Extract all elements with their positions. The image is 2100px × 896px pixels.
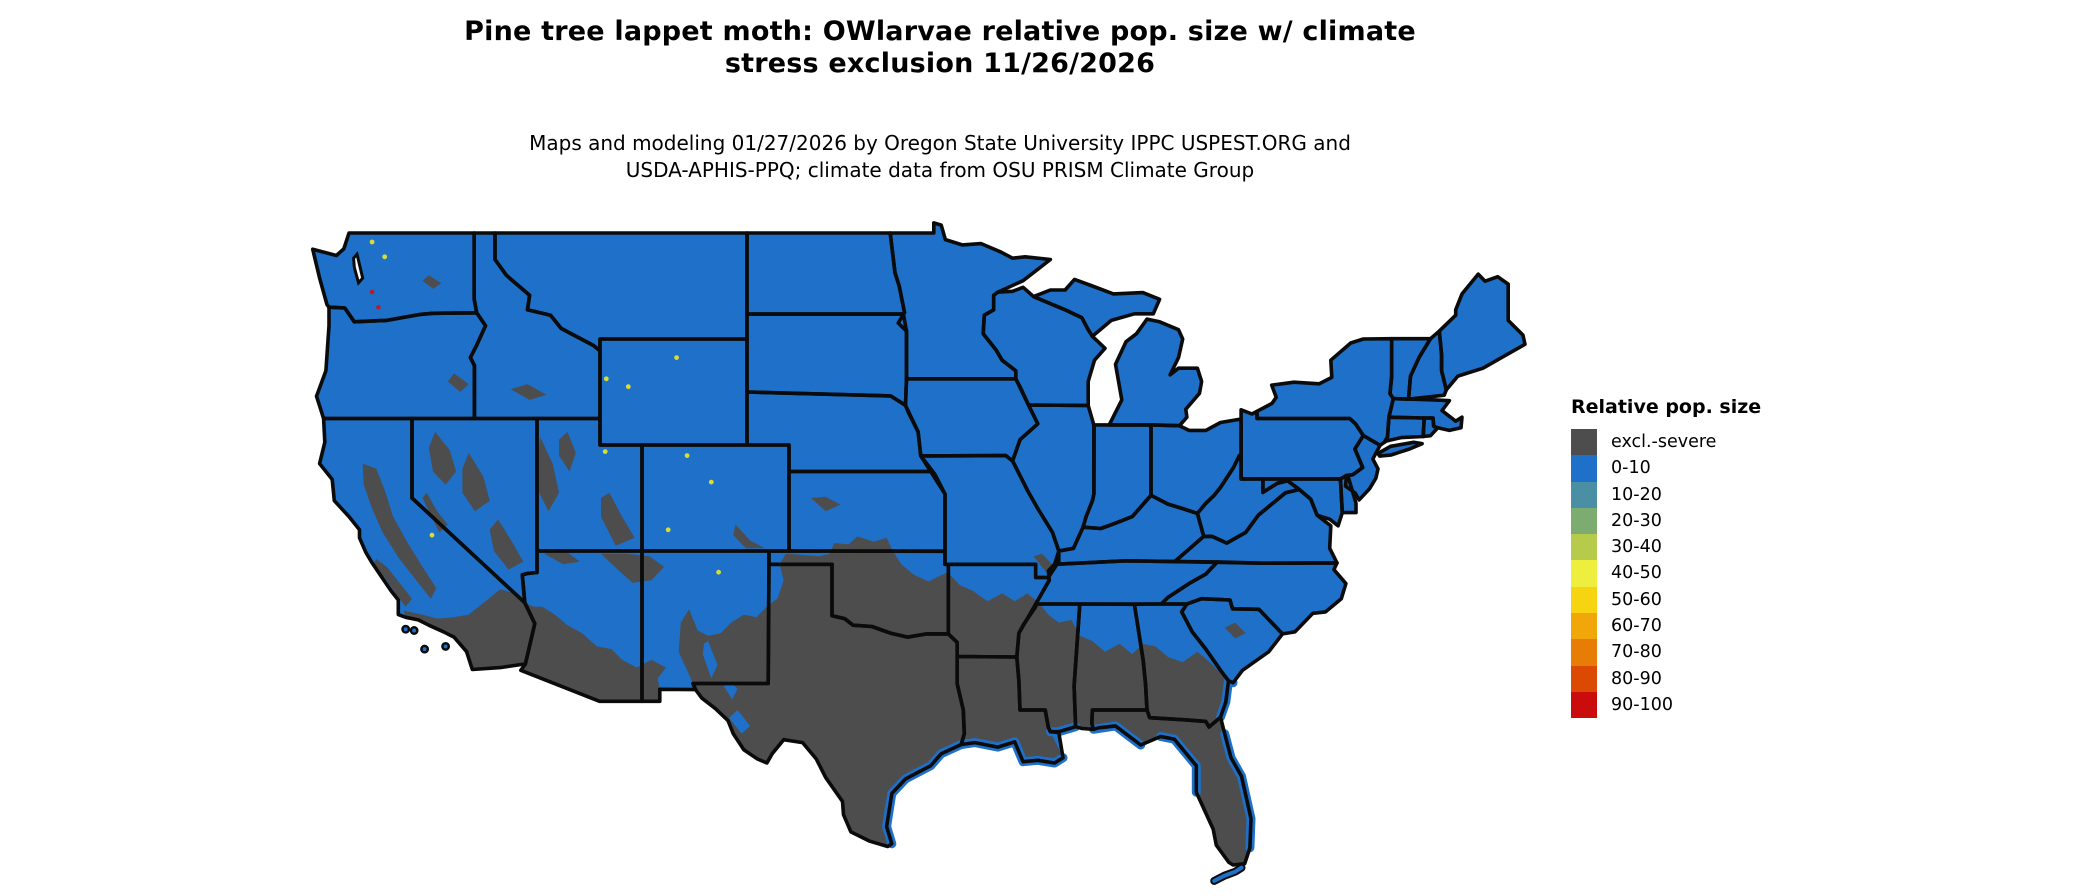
legend-swatch-90-100: [1571, 691, 1597, 719]
puget-sound: [352, 250, 365, 286]
map-excluded-severe-regions: [362, 275, 1251, 865]
channel-islands: [401, 624, 451, 654]
map-state-borders: [310, 221, 1527, 867]
legend-item-50-60: 50-60: [1571, 586, 1871, 614]
map-red-specks: [369, 289, 381, 310]
legend: Relative pop. size excl.-severe 0-10 10-…: [1571, 396, 1871, 719]
legend-items: excl.-severe 0-10 10-20 20-30 30-40 40-5…: [1571, 428, 1871, 719]
map-suitable-mountain-patches: [702, 641, 751, 734]
legend-label: 70-80: [1611, 642, 1662, 663]
map-title-line1: Pine tree lappet moth: OWlarvae relative…: [464, 16, 1416, 47]
legend-swatch-20-30: [1571, 507, 1597, 535]
legend-item-20-30: 20-30: [1571, 507, 1871, 535]
florida-keys: [1210, 863, 1246, 885]
legend-title: Relative pop. size: [1571, 396, 1762, 418]
legend-swatch-0-10: [1571, 455, 1597, 482]
map-yellow-specks: [369, 239, 721, 575]
legend-item-40-50: 40-50: [1571, 560, 1871, 587]
legend-item-excl-severe: excl.-severe: [1571, 428, 1871, 456]
legend-item-10-20: 10-20: [1571, 481, 1871, 508]
legend-swatch-40-50: [1571, 560, 1597, 587]
legend-item-80-90: 80-90: [1571, 665, 1871, 693]
legend-item-90-100: 90-100: [1571, 691, 1871, 719]
legend-swatch-30-40: [1571, 534, 1597, 561]
legend-label: 40-50: [1611, 563, 1662, 584]
legend-label: 90-100: [1611, 694, 1673, 715]
legend-item-30-40: 30-40: [1571, 534, 1871, 561]
legend-swatch-excl-severe: [1571, 428, 1597, 456]
map-credits-line1: Maps and modeling 01/27/2026 by Oregon S…: [529, 131, 1351, 155]
map-title: Pine tree lappet moth: OWlarvae relative…: [60, 16, 1820, 80]
legend-label: 30-40: [1611, 537, 1662, 558]
legend-label: 60-70: [1611, 616, 1662, 637]
legend-item-60-70: 60-70: [1571, 613, 1871, 640]
legend-swatch-60-70: [1571, 613, 1597, 640]
map-credits: Maps and modeling 01/27/2026 by Oregon S…: [60, 130, 1820, 184]
legend-label: 50-60: [1611, 589, 1662, 610]
legend-swatch-50-60: [1571, 586, 1597, 614]
legend-item-70-80: 70-80: [1571, 639, 1871, 666]
legend-swatch-10-20: [1571, 481, 1597, 508]
legend-label: 80-90: [1611, 668, 1662, 689]
legend-label: 0-10: [1611, 458, 1651, 479]
legend-swatch-70-80: [1571, 639, 1597, 666]
legend-label: 20-30: [1611, 510, 1662, 531]
map-title-line2: stress exclusion 11/26/2026: [724, 48, 1156, 79]
map-credits-line2: USDA-APHIS-PPQ; climate data from OSU PR…: [625, 158, 1255, 182]
legend-label: excl.-severe: [1611, 432, 1717, 452]
legend-label: 10-20: [1611, 484, 1662, 505]
legend-item-0-10: 0-10: [1571, 455, 1871, 482]
legend-swatch-80-90: [1571, 665, 1597, 693]
